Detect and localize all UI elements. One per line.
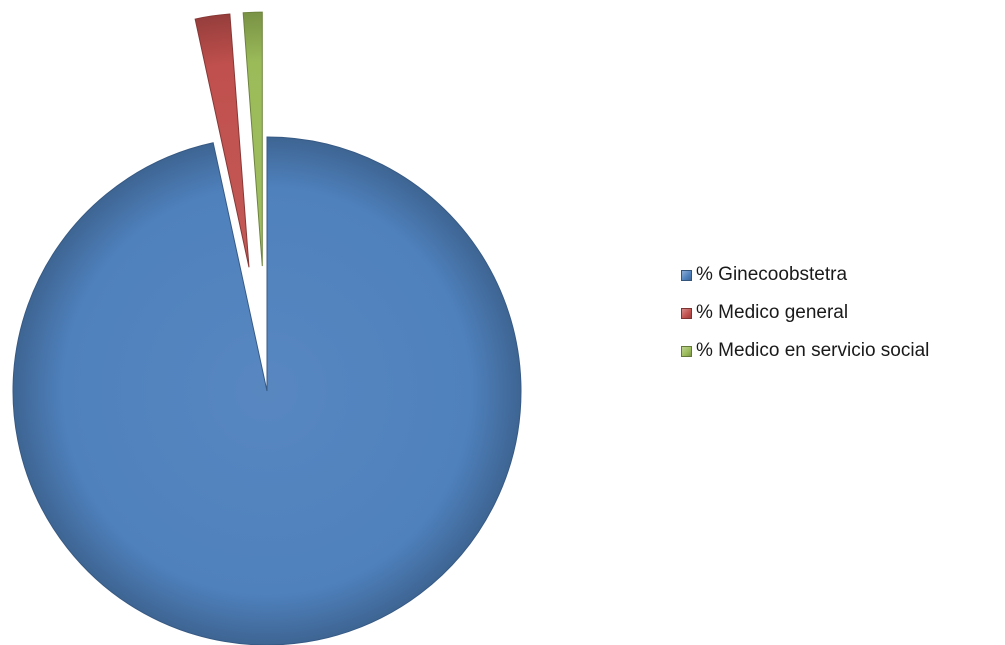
pie-slice-1 xyxy=(12,136,522,645)
legend-swatch-icon xyxy=(681,345,692,357)
legend-item-2: % Medico general xyxy=(681,300,929,326)
pie-slice-2 xyxy=(194,13,250,268)
legend-swatch-icon xyxy=(681,307,692,319)
pie-slice-3 xyxy=(242,11,263,267)
legend-item-1: % Ginecoobstetra xyxy=(681,262,929,288)
chart-legend: % Ginecoobstetra % Medico general % Medico… xyxy=(681,262,929,376)
legend-item-3: % Medico en servicio social xyxy=(681,338,929,364)
legend-label: % Ginecoobstetra xyxy=(696,264,848,285)
legend-label: % Medico general xyxy=(696,302,849,323)
legend-label: % Medico en servicio social xyxy=(696,340,930,361)
pie-slices xyxy=(12,11,522,645)
legend-swatch-icon xyxy=(681,269,692,281)
